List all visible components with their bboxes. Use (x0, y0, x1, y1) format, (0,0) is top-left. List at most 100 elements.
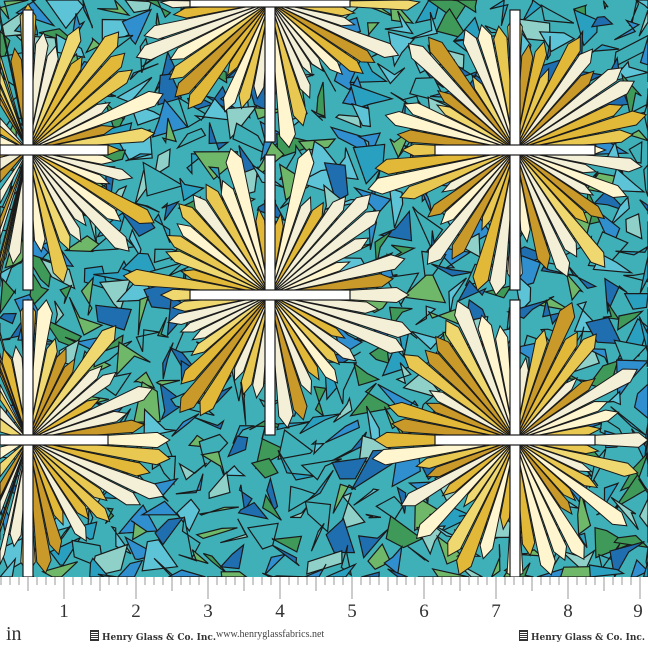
glass-piece (376, 62, 406, 85)
glass-piece (175, 127, 207, 150)
glass-ray (27, 385, 154, 441)
glass-ray (269, 294, 313, 396)
glass-piece (237, 501, 269, 520)
glass-ray (27, 90, 164, 151)
cross-horizontal (0, 144, 109, 156)
glass-ray (436, 89, 516, 151)
glass-ray (168, 1, 271, 80)
glass-ray (514, 328, 548, 441)
glass-ray (0, 149, 29, 287)
glass-ray (27, 337, 58, 441)
glass-ray (27, 439, 151, 477)
glass-piece (407, 11, 438, 40)
glass-piece (115, 341, 151, 377)
glass-piece (610, 496, 639, 531)
glass-piece (638, 9, 648, 37)
glass-piece (361, 571, 380, 577)
cross-vertical (264, 0, 276, 143)
glass-ray (27, 149, 71, 252)
glass-piece (610, 167, 646, 193)
glass-ray (27, 101, 112, 151)
glass-ray (407, 42, 516, 151)
glass-ray (439, 149, 516, 226)
glass-ray (0, 70, 29, 151)
glass-ray (176, 223, 271, 296)
glass-ray (514, 409, 620, 441)
glass-ray (374, 149, 516, 175)
glass-ray (27, 347, 67, 441)
glass-ray (269, 294, 341, 366)
glass-piece (325, 517, 356, 554)
glass-ray (462, 439, 516, 508)
glass-piece (68, 296, 104, 336)
glass-ray (269, 294, 357, 362)
glass-ray (220, 179, 271, 296)
glass-piece (573, 8, 598, 47)
glass-piece (325, 562, 358, 577)
glass-ray (190, 294, 271, 357)
glass-piece (54, 300, 65, 327)
glass-piece (407, 545, 430, 563)
glass-ray (514, 439, 585, 561)
glass-ray (0, 149, 29, 273)
brand-name: Henry Glass & Co. Inc. (531, 633, 645, 643)
glass-ray (269, 1, 344, 76)
glass-piece (222, 465, 247, 477)
glass-piece (129, 63, 159, 81)
glass-piece (643, 101, 648, 132)
glass-ray (191, 294, 271, 341)
glass-piece (350, 102, 372, 128)
glass-piece (220, 518, 249, 544)
glass-piece (565, 271, 585, 302)
ruler-number: 8 (563, 601, 573, 622)
glass-ray (27, 357, 76, 441)
glass-ray (225, 147, 271, 296)
glass-piece (97, 0, 131, 17)
brand-logo-left: Henry Glass & Co. Inc. (90, 630, 216, 644)
glass-piece (304, 563, 327, 577)
glass-ray (514, 439, 568, 562)
glass-ray (447, 439, 516, 558)
glass-ray (269, 1, 314, 77)
glass-ray (514, 331, 578, 441)
stained-glass-pattern (0, 0, 648, 577)
glass-piece (132, 371, 156, 390)
ruler-number: 3 (203, 601, 213, 622)
glass-ray (174, 1, 271, 98)
glass-piece (95, 304, 133, 331)
glass-piece (628, 140, 643, 164)
glass-piece (195, 527, 238, 540)
glass-piece (630, 558, 648, 577)
glass-ray (199, 294, 271, 417)
glass-piece (384, 10, 414, 35)
glass-ray (514, 439, 594, 473)
glass-ray (445, 319, 516, 441)
glass-ray (269, 195, 347, 296)
ruler-number: 2 (131, 601, 141, 622)
glass-piece (130, 520, 149, 541)
glass-ray (179, 269, 271, 296)
glass-piece (639, 199, 648, 215)
glass-ray (0, 149, 29, 204)
glass-piece (374, 230, 392, 267)
glass-ray (514, 149, 606, 268)
glass-ray (0, 439, 29, 516)
glass-piece (175, 473, 204, 495)
glass-piece (642, 561, 648, 577)
glass-piece (639, 37, 648, 66)
glass-ray (269, 1, 311, 100)
glass-ray (514, 333, 597, 441)
glass-ray (27, 31, 120, 151)
glass-ray (514, 400, 609, 441)
glass-piece (559, 565, 600, 577)
glass-ray (387, 401, 516, 441)
glass-piece (179, 177, 206, 202)
glass-piece (15, 0, 56, 27)
glass-ray (269, 1, 324, 72)
glass-ray (514, 376, 579, 441)
glass-piece (540, 3, 575, 24)
glass-ray (514, 40, 548, 151)
glass-ray (269, 1, 364, 75)
glass-piece (538, 31, 576, 53)
glass-ray (180, 294, 271, 385)
